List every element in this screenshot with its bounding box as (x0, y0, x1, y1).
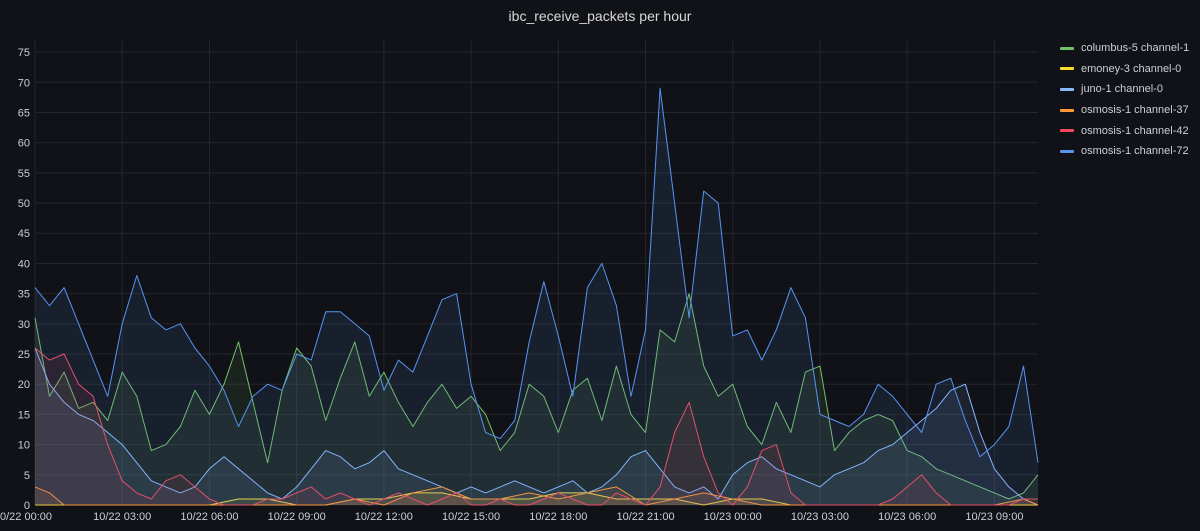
x-tick-label: 10/23 09:00 (965, 511, 1023, 523)
x-tick-label: 10/22 18:00 (529, 511, 587, 523)
legend-item-osmosis-1-channel-72[interactable]: osmosis-1 channel-72 (1060, 141, 1198, 162)
legend-swatch (1060, 129, 1074, 133)
x-tick-label: 10/23 00:00 (704, 511, 762, 523)
legend-item-emoney-3-channel-0[interactable]: emoney-3 channel-0 (1060, 59, 1198, 80)
y-tick-label: 15 (18, 409, 30, 421)
series-area-emoney-3-channel-0 (35, 492, 1038, 505)
y-tick-label: 25 (18, 349, 30, 361)
series-line-osmosis-1-channel-72[interactable] (34, 87, 1039, 463)
chart-plot[interactable]: 0 5 10 15 20 25 30 35 40 45 50 55 60 65 70 75 0/22 00:00… (0, 0, 1060, 531)
legend-swatch (1060, 67, 1074, 71)
y-tick-label: 60 (18, 138, 30, 150)
legend-swatch (1060, 149, 1074, 153)
x-tick-label: 10/22 03:00 (93, 511, 151, 523)
y-tick-label: 20 (18, 379, 30, 391)
y-tick-label: 45 (18, 228, 30, 240)
series-area-columbus-5-channel-1 (35, 293, 1038, 505)
series-line-juno-1-channel-0[interactable] (34, 347, 1039, 506)
legend-item-juno-1-channel-0[interactable]: juno-1 channel-0 (1060, 79, 1198, 100)
legend-item-osmosis-1-channel-37[interactable]: osmosis-1 channel-37 (1060, 100, 1198, 121)
y-tick-label: 55 (18, 168, 30, 180)
y-tick-label: 30 (18, 319, 30, 331)
legend-label: emoney-3 channel-0 (1081, 62, 1182, 75)
series-line-columbus-5-channel-1[interactable] (34, 293, 1039, 500)
legend-label: columbus-5 channel-1 (1081, 42, 1190, 55)
x-tick-label: 0/22 00:00 (0, 511, 52, 523)
y-tick-label: 10 (18, 440, 30, 452)
y-tick-label: 65 (18, 107, 30, 119)
x-tick-label: 10/23 03:00 (791, 511, 849, 523)
y-tick-label: 50 (18, 198, 30, 210)
legend-swatch (1060, 87, 1074, 91)
legend-item-columbus-5-channel-1[interactable]: columbus-5 channel-1 (1060, 38, 1198, 59)
legend-item-osmosis-1-channel-42[interactable]: osmosis-1 channel-42 (1060, 120, 1198, 141)
x-tick-label: 10/22 06:00 (180, 511, 238, 523)
x-tick-label: 10/22 12:00 (355, 511, 413, 523)
x-tick-label: 10/22 15:00 (442, 511, 500, 523)
y-tick-label: 70 (18, 77, 30, 89)
legend-label: juno-1 channel-0 (1081, 83, 1163, 96)
y-tick-label: 0 (24, 500, 30, 512)
chart-title: ibc_receive_packets per hour (508, 8, 692, 24)
series-area-osmosis-1-channel-72 (35, 88, 1038, 506)
series-area-osmosis-1-channel-37 (35, 486, 1038, 505)
legend-swatch (1060, 46, 1074, 50)
y-tick-label: 35 (18, 289, 30, 301)
chart-legend: columbus-5 channel-1 emoney-3 channel-0 ju… (1060, 38, 1198, 162)
y-tick-label: 75 (18, 47, 30, 59)
legend-label: osmosis-1 channel-72 (1081, 145, 1189, 158)
x-tick-label: 10/22 09:00 (268, 511, 326, 523)
series-line-osmosis-1-channel-42[interactable] (34, 347, 1038, 506)
y-tick-label: 5 (24, 470, 30, 482)
legend-swatch (1060, 108, 1074, 112)
series-area-juno-1-channel-0 (35, 348, 1038, 505)
legend-label: osmosis-1 channel-42 (1081, 124, 1189, 137)
x-tick-label: 10/22 21:00 (616, 511, 674, 523)
x-tick-label: 10/23 06:00 (878, 511, 936, 523)
y-tick-label: 40 (18, 258, 30, 270)
legend-label: osmosis-1 channel-37 (1081, 104, 1189, 117)
